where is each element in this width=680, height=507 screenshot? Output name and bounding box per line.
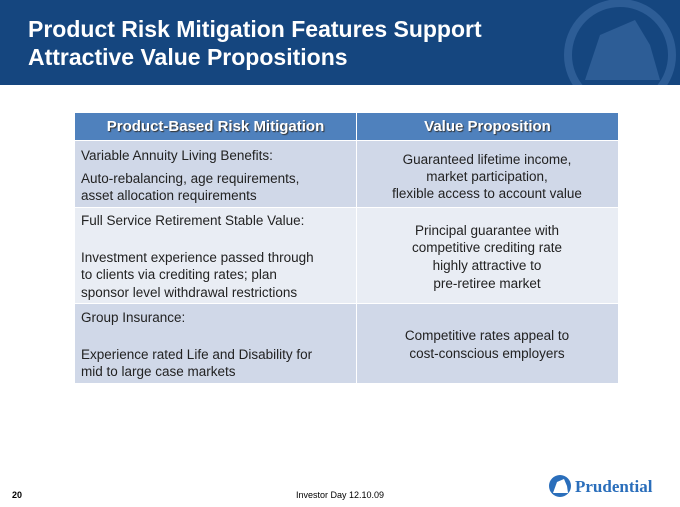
cell-text: to clients via crediting rates; plan <box>81 267 277 282</box>
cell-heading: Variable Annuity Living Benefits: <box>81 148 273 163</box>
title: Attractive Value Propositions <box>28 44 348 70</box>
table-row <box>75 208 618 303</box>
column-divider <box>356 141 357 383</box>
footer-text: Investor Day 12.10.09 <box>295 490 385 500</box>
cell-text: mid to large case markets <box>81 364 236 379</box>
cell-text: pre-retiree market <box>433 276 541 291</box>
column-header: Value Proposition <box>357 113 618 140</box>
cell-text: market participation, <box>426 169 548 184</box>
cell-text: Competitive rates appeal to <box>404 328 570 343</box>
cell-text: cost-conscious employers <box>409 346 565 361</box>
header-logo-watermark <box>564 0 676 85</box>
cell-text: Experience rated Life and Disability for <box>81 347 313 362</box>
cell-heading: Group Insurance: <box>81 310 186 325</box>
table-row <box>75 304 618 383</box>
cell-text: competitive crediting rate <box>411 240 563 255</box>
logo-icon <box>549 475 571 497</box>
column-header: Product-Based Risk Mitigation <box>75 113 356 140</box>
cell-text: sponsor level withdrawal restrictions <box>81 285 298 300</box>
cell-text: flexible access to account value <box>392 186 582 201</box>
cell-heading: Full Service Retirement Stable Value: <box>81 213 305 228</box>
cell-text: Investment experience passed through <box>81 250 314 265</box>
page-number: 20 <box>12 490 23 500</box>
cell-text: Auto-rebalancing, age requirements, <box>81 171 300 186</box>
header-band: Product Risk Mitigation Features Support… <box>0 0 680 85</box>
cell-text: Guaranteed lifetime income, <box>402 152 572 167</box>
cell-text: highly attractive to <box>432 258 542 273</box>
logo-text: Prudential <box>575 477 653 496</box>
cell-text: asset allocation requirements <box>81 188 257 203</box>
title: Product Risk Mitigation Features Support <box>28 16 482 42</box>
cell-text: Principal guarantee with <box>414 223 560 238</box>
table-row <box>75 141 618 207</box>
